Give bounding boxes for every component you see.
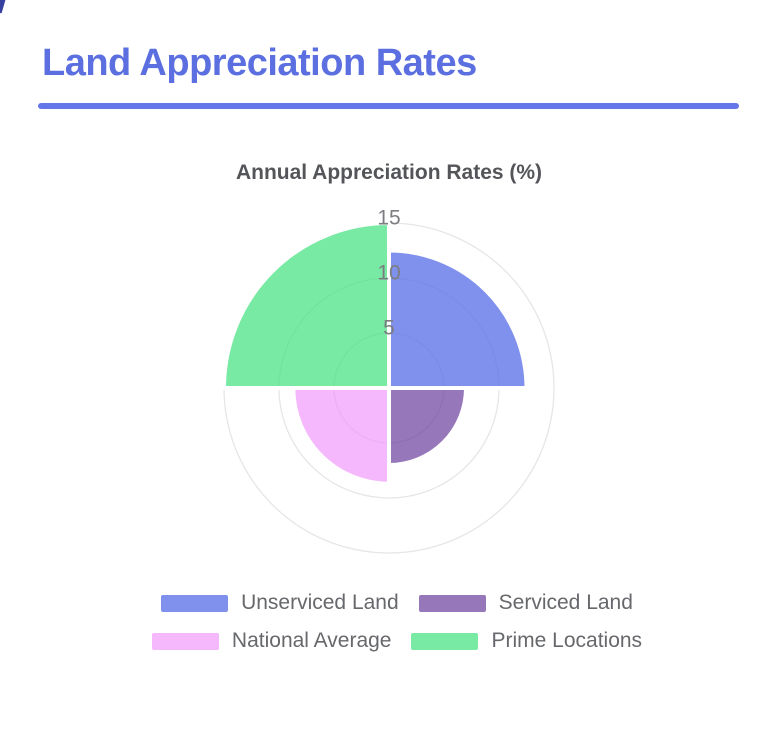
legend-swatch-prime-locations bbox=[411, 632, 479, 650]
radial-tick-label-5: 5 bbox=[383, 317, 395, 340]
legend-item-prime-locations[interactable]: Prime Locations bbox=[411, 629, 642, 653]
segment-unserviced-land[interactable] bbox=[387, 248, 529, 390]
radial-tick-label-10: 10 bbox=[377, 262, 400, 285]
legend-label-national-average: National Average bbox=[231, 629, 392, 652]
radial-tick-label-15: 15 bbox=[377, 207, 400, 230]
chart-title: Annual Appreciation Rates (%) bbox=[235, 161, 543, 184]
legend-label-prime-locations: Prime Locations bbox=[491, 629, 643, 652]
title-underline bbox=[38, 103, 739, 109]
legend-item-serviced-land[interactable]: Serviced Land bbox=[418, 591, 633, 615]
legend-label-unserviced-land: Unserviced Land bbox=[241, 591, 399, 614]
page-title: Land Appreciation Rates bbox=[42, 42, 477, 84]
chart-legend: Unserviced Land Serviced Land National A… bbox=[14, 591, 766, 653]
segment-prime-locations[interactable] bbox=[222, 221, 391, 390]
legend-item-unserviced-land[interactable]: Unserviced Land bbox=[161, 591, 399, 615]
segment-national-average[interactable] bbox=[291, 386, 391, 486]
legend-swatch-national-average bbox=[151, 632, 219, 650]
polar-area-chart[interactable]: 5 10 15 bbox=[179, 178, 599, 598]
legend-swatch-unserviced-land bbox=[161, 594, 229, 612]
legend-row-2: National Average Prime Locations bbox=[151, 629, 642, 653]
legend-swatch-serviced-land bbox=[418, 594, 486, 612]
legend-label-serviced-land: Serviced Land bbox=[498, 591, 633, 614]
legend-item-national-average[interactable]: National Average bbox=[151, 629, 392, 653]
legend-row-1: Unserviced Land Serviced Land bbox=[161, 591, 633, 615]
segment-serviced-land[interactable] bbox=[387, 386, 468, 467]
